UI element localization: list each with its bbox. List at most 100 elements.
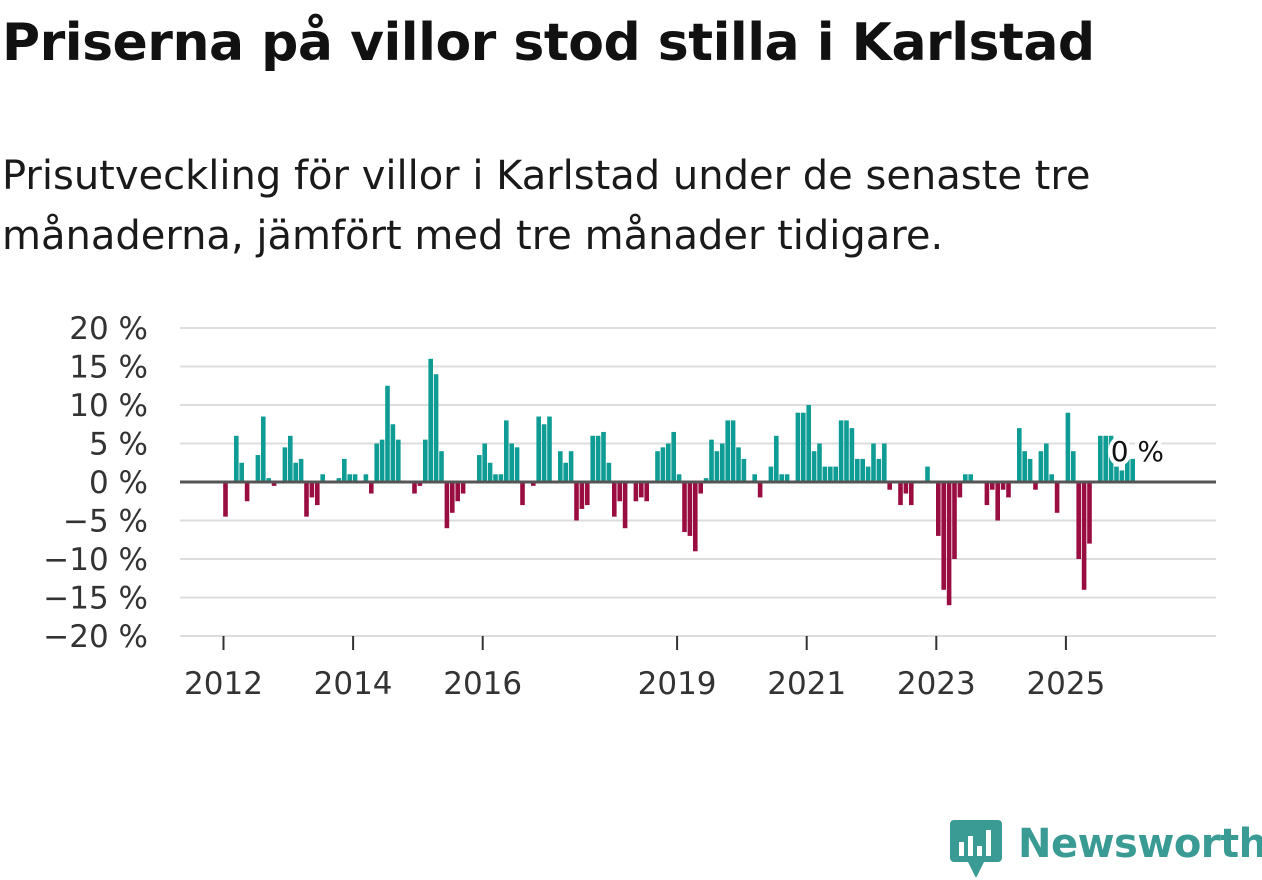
bar — [417, 482, 423, 486]
bar — [963, 474, 968, 482]
bar — [390, 424, 396, 482]
bar — [660, 447, 666, 482]
bar — [428, 358, 433, 482]
bar — [957, 482, 963, 498]
bar — [871, 443, 876, 482]
bar — [374, 443, 379, 482]
bar — [676, 474, 682, 482]
last-value-label: 0 % — [1111, 435, 1164, 468]
bar — [439, 451, 444, 482]
bar — [752, 474, 757, 482]
y-tick-label: 0 % — [89, 465, 148, 501]
bar — [1130, 458, 1135, 482]
bar — [606, 462, 612, 482]
bar — [968, 474, 973, 482]
bar — [795, 412, 801, 482]
newsworthy-chart-bubble-icon — [950, 820, 1002, 878]
bar — [1065, 412, 1071, 482]
bar — [536, 416, 541, 482]
bar — [315, 482, 320, 506]
y-tick-label: 5 % — [89, 427, 148, 463]
bar — [271, 482, 277, 486]
bar — [1098, 435, 1103, 482]
bar — [984, 482, 990, 506]
bar — [450, 482, 455, 513]
bar — [768, 466, 774, 482]
bar — [509, 443, 514, 482]
bar — [1087, 482, 1092, 544]
bar — [352, 474, 358, 482]
bar — [423, 439, 428, 482]
bar — [720, 443, 725, 482]
bar — [784, 474, 790, 482]
grid-lines — [180, 327, 1216, 637]
bar — [666, 443, 671, 482]
bar — [730, 420, 736, 482]
bar — [460, 482, 466, 494]
y-tick-label: 20 % — [69, 311, 148, 347]
bar — [1108, 435, 1114, 482]
bar — [655, 451, 660, 482]
x-tick-label: 2021 — [767, 666, 846, 702]
y-tick-label: −20 % — [43, 619, 148, 655]
brand-name: Newsworthy — [1018, 821, 1262, 867]
bar — [1006, 482, 1011, 498]
bar — [1076, 482, 1081, 559]
bar — [336, 478, 342, 482]
bar — [844, 420, 849, 482]
bar — [774, 435, 779, 482]
bar — [309, 482, 315, 498]
bar — [590, 435, 595, 482]
bar — [757, 482, 763, 498]
bar — [849, 428, 855, 482]
y-tick-label: −5 % — [63, 504, 148, 540]
bar — [547, 416, 552, 482]
x-tick-label: 2023 — [897, 666, 976, 702]
bar — [444, 482, 450, 529]
bar — [801, 412, 806, 482]
x-tick-label: 2019 — [638, 666, 717, 702]
bar — [1044, 443, 1049, 482]
bar — [995, 482, 1000, 521]
bar — [579, 482, 585, 509]
bar — [736, 447, 741, 482]
bar — [617, 482, 622, 502]
bar — [1054, 482, 1060, 513]
bar — [1119, 470, 1125, 482]
bar — [563, 462, 568, 482]
bar — [909, 482, 914, 506]
y-tick-label: 10 % — [69, 388, 148, 424]
bar — [412, 482, 417, 494]
bar — [1125, 458, 1130, 482]
y-axis-labels: 20 %15 %10 %5 %0 %−5 %−10 %−15 %−20 % — [43, 311, 148, 655]
bar — [1022, 451, 1027, 482]
bar — [725, 420, 730, 482]
bar — [698, 482, 703, 494]
bar — [671, 431, 676, 482]
bar — [558, 451, 563, 482]
x-tick-label: 2016 — [443, 666, 522, 702]
page-title: Priserna på villor stod stilla i Karlsta… — [2, 13, 1095, 73]
bar — [806, 405, 811, 482]
page-subtitle: Prisutveckling för villor i Karlstad und… — [2, 153, 1091, 259]
bar — [520, 482, 525, 506]
bar — [568, 451, 574, 482]
bar — [601, 431, 606, 482]
x-axis: 2012 2014 2016 2019 2021 2023 2025 — [180, 480, 1216, 702]
bar — [860, 458, 865, 482]
bar — [714, 451, 720, 482]
bar — [1038, 451, 1044, 482]
bar — [639, 482, 644, 498]
bar — [882, 443, 887, 482]
bar — [223, 482, 228, 517]
bar — [320, 474, 325, 482]
bar — [741, 458, 747, 482]
bar — [693, 482, 698, 552]
bar — [379, 439, 385, 482]
bar — [887, 482, 892, 490]
bar — [1114, 466, 1119, 482]
bar — [865, 466, 871, 482]
bar — [1049, 474, 1054, 482]
bar — [903, 482, 909, 494]
bar — [433, 374, 439, 482]
